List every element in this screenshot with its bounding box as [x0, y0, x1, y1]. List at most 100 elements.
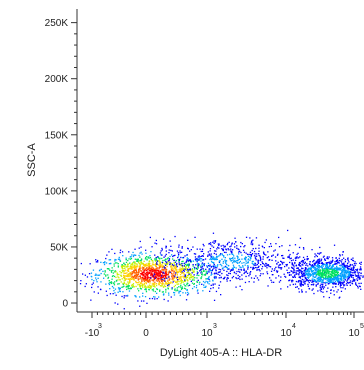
event-point: [89, 263, 91, 265]
event-point: [115, 259, 117, 261]
event-point: [215, 290, 218, 293]
event-point: [129, 265, 132, 267]
event-point: [348, 268, 350, 270]
event-point: [165, 263, 167, 265]
event-point: [208, 269, 210, 271]
event-point: [109, 293, 112, 295]
event-point: [156, 288, 158, 290]
event-point: [269, 266, 272, 268]
event-point: [251, 260, 253, 263]
event-point: [159, 290, 161, 292]
event-point: [196, 264, 198, 266]
event-point: [134, 261, 136, 263]
event-point: [334, 280, 337, 283]
event-point: [340, 283, 342, 285]
event-point: [212, 283, 214, 285]
event-point: [126, 278, 128, 280]
event-point: [103, 263, 106, 266]
event-point: [186, 283, 188, 285]
event-point: [253, 281, 255, 283]
event-point: [342, 287, 344, 289]
event-point: [245, 271, 247, 273]
event-point: [181, 251, 183, 253]
event-point: [200, 266, 202, 268]
event-point: [209, 258, 211, 261]
event-point: [320, 276, 322, 279]
event-point: [319, 270, 322, 272]
event-point: [338, 281, 340, 283]
event-point: [330, 273, 332, 276]
event-point: [135, 254, 137, 256]
event-point: [117, 266, 119, 268]
event-point: [340, 260, 342, 262]
event-point: [153, 296, 155, 298]
event-point: [140, 259, 143, 261]
event-point: [171, 278, 173, 280]
event-point: [332, 264, 334, 266]
event-point: [183, 262, 186, 265]
event-point: [123, 278, 126, 280]
event-point: [259, 256, 262, 259]
event-point: [239, 271, 241, 273]
event-point: [344, 278, 346, 281]
event-point: [330, 278, 332, 280]
event-point: [338, 268, 340, 270]
event-point: [345, 277, 347, 279]
event-point: [137, 279, 139, 281]
event-point: [192, 276, 194, 278]
event-point: [181, 246, 183, 248]
event-point: [155, 263, 157, 265]
event-point: [162, 279, 165, 282]
x-tick-label: 10: [201, 328, 213, 339]
event-point: [292, 271, 294, 273]
event-point: [162, 293, 165, 295]
event-point: [340, 290, 343, 292]
event-point: [347, 282, 350, 284]
event-point: [224, 265, 227, 268]
event-point: [341, 273, 343, 275]
event-point: [317, 265, 319, 267]
event-point: [335, 260, 338, 263]
event-point: [200, 255, 203, 257]
event-point: [175, 272, 177, 274]
event-point: [187, 271, 189, 274]
event-point: [112, 275, 114, 277]
event-point: [360, 267, 362, 270]
event-point: [160, 279, 162, 282]
event-point: [171, 276, 173, 278]
event-point: [145, 249, 147, 251]
event-point: [152, 264, 155, 266]
event-point: [229, 280, 231, 282]
event-point: [291, 266, 293, 268]
event-point: [347, 277, 349, 280]
event-point: [205, 278, 207, 280]
event-point: [360, 269, 362, 271]
event-point: [226, 254, 229, 256]
event-point: [97, 274, 99, 276]
event-point: [146, 278, 148, 280]
event-point: [160, 250, 162, 252]
event-point: [214, 250, 216, 252]
event-point: [124, 279, 126, 281]
event-point: [96, 281, 98, 283]
event-point: [157, 269, 159, 271]
event-point: [132, 283, 135, 285]
event-point: [322, 274, 324, 276]
event-point: [193, 279, 195, 281]
event-point: [117, 291, 119, 293]
event-point: [147, 271, 149, 273]
event-point: [144, 278, 146, 280]
event-point: [155, 273, 157, 275]
event-point: [206, 278, 208, 280]
event-point: [186, 257, 188, 259]
event-point: [164, 283, 166, 285]
event-point: [333, 272, 335, 274]
event-point: [333, 281, 335, 284]
event-point: [180, 288, 183, 290]
event-point: [200, 269, 202, 271]
event-point: [131, 268, 133, 270]
event-point: [298, 274, 300, 276]
event-point: [321, 286, 323, 288]
event-point: [169, 282, 171, 284]
event-point: [200, 258, 203, 260]
